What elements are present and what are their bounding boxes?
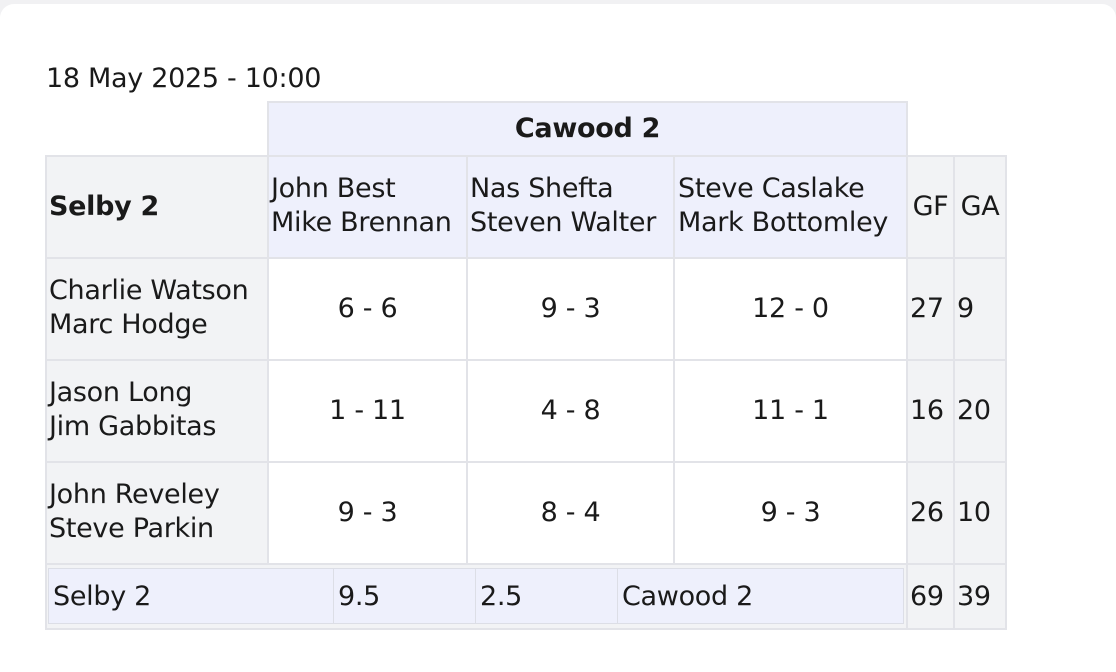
away-pair-1-player-1: John Best	[271, 173, 396, 204]
grid-line	[267, 101, 908, 103]
home-pair-2-player-2: Jim Gabbitas	[49, 411, 217, 442]
away-pair-3-player-1: Steve Caslake	[678, 173, 865, 204]
grid-line	[906, 101, 908, 157]
away-pair-1-player-2: Mike Brennan	[271, 207, 452, 238]
grid-line	[466, 155, 468, 565]
score-cell: 1 - 11	[268, 359, 467, 461]
totals-home-points: 9.5	[334, 569, 475, 623]
home-pair-3: John Reveley Steve Parkin	[46, 461, 268, 563]
score-cell: 9 - 3	[674, 461, 907, 563]
grid-line	[333, 569, 334, 623]
row-gf: 16	[907, 359, 954, 461]
totals-home-team: Selby 2	[49, 569, 333, 623]
grid-line	[45, 628, 1007, 630]
home-pair-1: Charlie Watson Marc Hodge	[46, 257, 268, 359]
gf-header: GF	[907, 155, 954, 257]
row-ga: 10	[954, 461, 1006, 563]
grid-line	[45, 155, 1007, 157]
match-date: 18 May 2025 - 10:00	[46, 63, 322, 94]
grid-line	[45, 257, 1007, 259]
home-pair-1-player-2: Marc Hodge	[49, 309, 208, 340]
away-pair-1: John Best Mike Brennan	[268, 155, 467, 257]
grid-line	[45, 359, 1007, 361]
totals-gf: 69	[907, 563, 954, 629]
grid-line	[953, 155, 955, 630]
totals-away-team: Cawood 2	[618, 569, 903, 623]
away-pair-3-player-2: Mark Bottomley	[678, 207, 889, 238]
grid-line	[45, 155, 47, 630]
row-gf: 27	[907, 257, 954, 359]
grid-line	[45, 461, 1007, 463]
totals-ga: 39	[954, 563, 1006, 629]
score-cell: 8 - 4	[467, 461, 674, 563]
home-team-header: Selby 2	[46, 155, 268, 257]
home-pair-3-player-1: John Reveley	[49, 479, 220, 510]
home-pair-2-player-1: Jason Long	[49, 377, 193, 408]
match-card: 18 May 2025 - 10:00 Cawood 2 Selby 2 Joh…	[0, 4, 1116, 672]
grid-line	[906, 155, 908, 630]
score-cell: 12 - 0	[674, 257, 907, 359]
grid-line	[267, 101, 269, 157]
totals-inner-border	[48, 568, 904, 624]
row-ga: 9	[954, 257, 1006, 359]
ga-header: GA	[954, 155, 1006, 257]
score-cell: 9 - 3	[467, 257, 674, 359]
score-cell: 6 - 6	[268, 257, 467, 359]
away-pair-2: Nas Shefta Steven Walter	[467, 155, 674, 257]
score-cell: 4 - 8	[467, 359, 674, 461]
grid-line	[1005, 155, 1007, 630]
home-pair-2: Jason Long Jim Gabbitas	[46, 359, 268, 461]
home-pair-3-player-2: Steve Parkin	[49, 513, 214, 544]
away-pair-2-player-1: Nas Shefta	[470, 173, 614, 204]
away-team-header: Cawood 2	[268, 101, 907, 155]
grid-line	[617, 569, 618, 623]
away-pair-2-player-2: Steven Walter	[470, 207, 657, 238]
home-pair-1-player-1: Charlie Watson	[49, 275, 249, 306]
row-gf: 26	[907, 461, 954, 563]
score-cell: 9 - 3	[268, 461, 467, 563]
totals-away-points: 2.5	[476, 569, 617, 623]
grid-line	[45, 563, 1007, 565]
grid-line	[673, 155, 675, 565]
grid-line	[267, 155, 269, 565]
grid-line	[475, 569, 476, 623]
score-cell: 11 - 1	[674, 359, 907, 461]
away-pair-3: Steve Caslake Mark Bottomley	[674, 155, 907, 257]
row-ga: 20	[954, 359, 1006, 461]
